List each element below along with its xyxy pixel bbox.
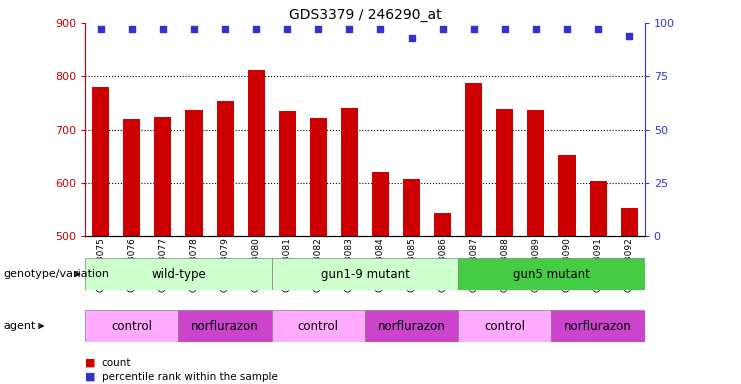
- Bar: [279, 111, 296, 236]
- Text: ■: ■: [85, 372, 96, 382]
- Text: control: control: [298, 319, 339, 333]
- Title: GDS3379 / 246290_at: GDS3379 / 246290_at: [289, 8, 441, 22]
- Point: [405, 35, 417, 41]
- Text: norflurazon: norflurazon: [378, 319, 445, 333]
- Point: [219, 26, 231, 33]
- Point: [313, 26, 325, 33]
- Bar: [403, 179, 420, 236]
- Text: wild-type: wild-type: [151, 268, 206, 281]
- Text: norflurazon: norflurazon: [564, 319, 632, 333]
- Text: count: count: [102, 358, 131, 368]
- Bar: [620, 208, 638, 236]
- Point: [344, 26, 356, 33]
- Point: [282, 26, 293, 33]
- Point: [623, 33, 635, 39]
- Bar: [496, 109, 514, 236]
- Bar: [272, 258, 458, 290]
- Text: gun1-9 mutant: gun1-9 mutant: [321, 268, 409, 281]
- Point: [374, 26, 386, 33]
- Bar: [458, 258, 645, 290]
- Bar: [216, 101, 233, 236]
- Point: [561, 26, 573, 33]
- Text: genotype/variation: genotype/variation: [4, 269, 110, 279]
- Bar: [465, 83, 482, 236]
- Point: [592, 26, 604, 33]
- Point: [250, 26, 262, 33]
- Bar: [179, 310, 272, 342]
- Bar: [365, 310, 458, 342]
- Point: [436, 26, 448, 33]
- Bar: [247, 70, 265, 236]
- Point: [95, 26, 107, 33]
- Bar: [310, 118, 327, 236]
- Bar: [185, 110, 202, 236]
- Bar: [272, 310, 365, 342]
- Text: percentile rank within the sample: percentile rank within the sample: [102, 372, 277, 382]
- Bar: [434, 213, 451, 236]
- Bar: [528, 110, 545, 236]
- Bar: [341, 108, 358, 236]
- Bar: [372, 172, 389, 236]
- Bar: [458, 310, 551, 342]
- Text: gun5 mutant: gun5 mutant: [513, 268, 590, 281]
- Bar: [551, 310, 645, 342]
- Point: [188, 26, 200, 33]
- Point: [499, 26, 511, 33]
- Bar: [590, 181, 607, 236]
- Bar: [85, 310, 179, 342]
- Point: [530, 26, 542, 33]
- Text: control: control: [111, 319, 153, 333]
- Bar: [154, 118, 171, 236]
- Text: control: control: [485, 319, 525, 333]
- Bar: [92, 87, 110, 236]
- Point: [157, 26, 169, 33]
- Bar: [123, 119, 140, 236]
- Text: ■: ■: [85, 358, 96, 368]
- Point: [468, 26, 479, 33]
- Bar: [559, 155, 576, 236]
- Point: [126, 26, 138, 33]
- Bar: [85, 258, 272, 290]
- Text: norflurazon: norflurazon: [191, 319, 259, 333]
- Text: agent: agent: [4, 321, 36, 331]
